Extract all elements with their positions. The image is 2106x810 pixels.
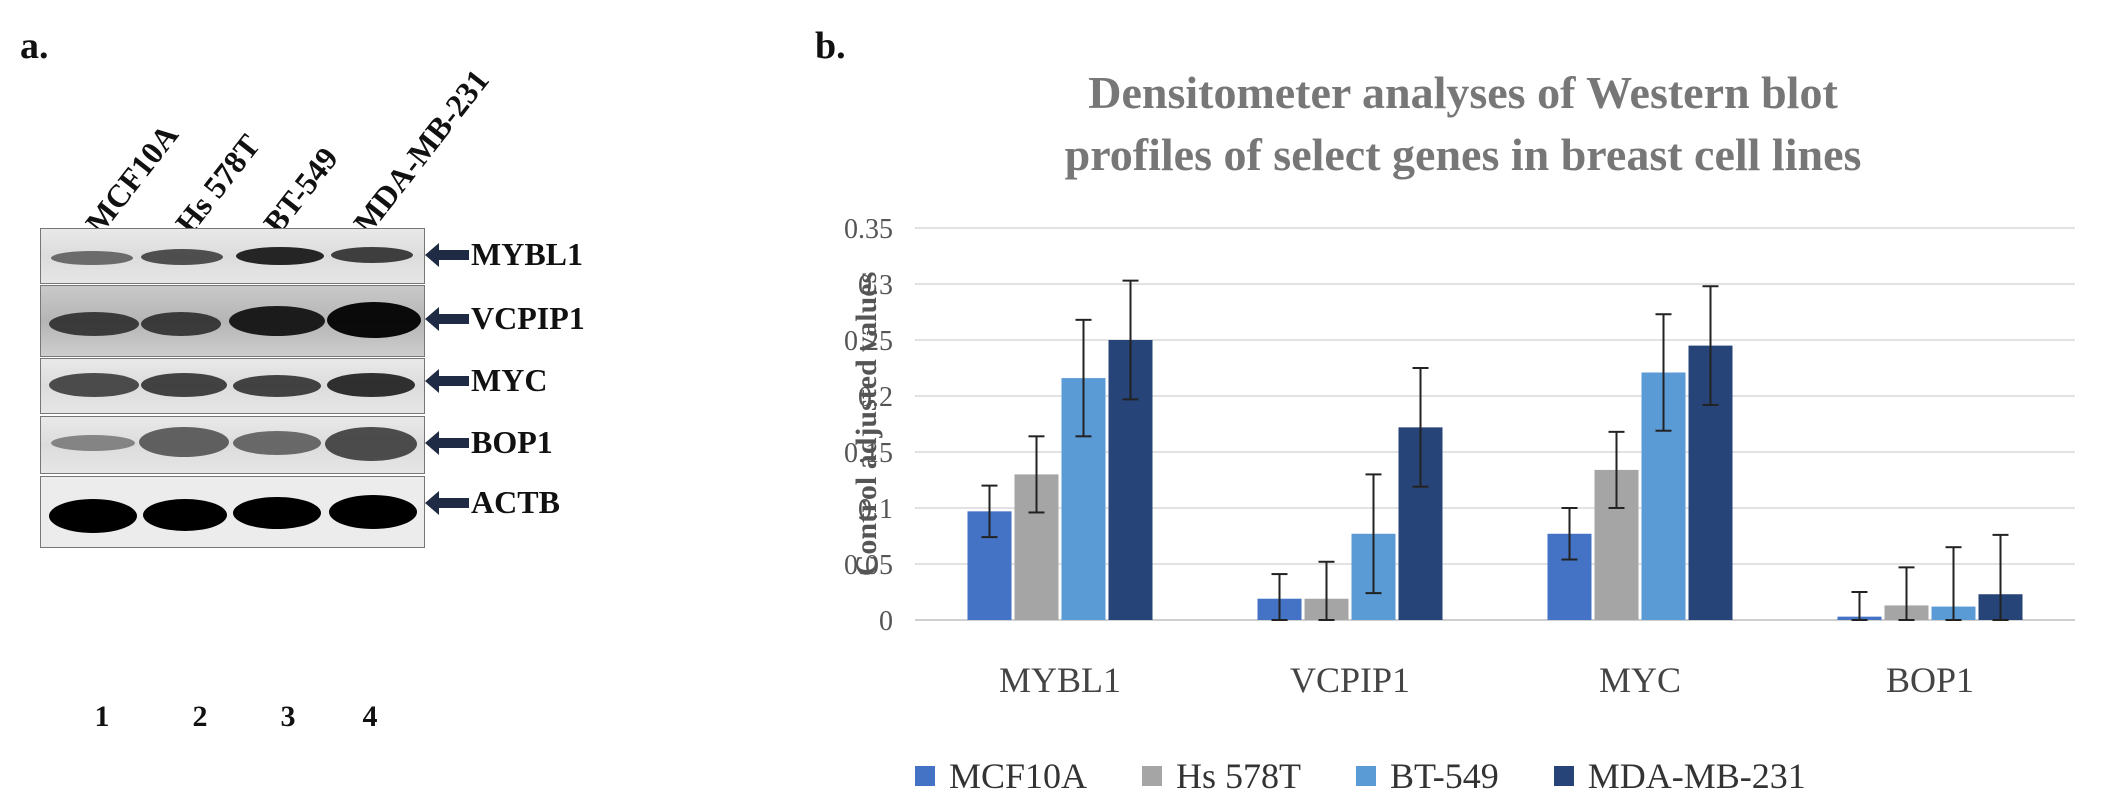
left-arrow-icon	[425, 368, 469, 393]
gene-label-actb: ACTB	[471, 484, 560, 520]
gene-row-actb: ACTB	[425, 484, 560, 521]
band	[233, 375, 321, 397]
gene-row-myc: MYC	[425, 362, 547, 399]
legend-item: MCF10A	[915, 755, 1087, 797]
legend-label: MDA-MB-231	[1587, 756, 1806, 796]
chart-title-line-1: Densitometer analyses of Western blot	[1088, 67, 1838, 118]
x-category-label: MYC	[1599, 660, 1681, 700]
panel-label-b: b.	[815, 25, 846, 67]
y-tick-label: 0.2	[858, 382, 893, 413]
left-arrow-icon	[425, 490, 469, 515]
band	[327, 302, 421, 338]
chart-legend: MCF10A Hs 578T BT-549 MDA-MB-231	[915, 755, 1806, 797]
blot-strip-myc	[40, 358, 425, 414]
blot-strip-actb	[40, 476, 425, 548]
band	[233, 431, 321, 455]
panel-label-a: a.	[20, 25, 49, 67]
band	[325, 427, 417, 461]
legend-label: Hs 578T	[1176, 756, 1302, 796]
band	[141, 373, 227, 397]
band	[329, 495, 417, 529]
blot-strip-bop1	[40, 416, 425, 474]
legend-swatch	[1553, 766, 1574, 786]
band	[327, 373, 415, 397]
left-arrow-icon	[425, 430, 469, 455]
y-tick-label: 0.1	[858, 494, 893, 525]
legend-item: Hs 578T	[1142, 755, 1301, 797]
gene-row-vcpip1: VCPIP1	[425, 300, 585, 337]
legend-label: BT-549	[1390, 756, 1499, 796]
lane-label-bt549: BT-549	[256, 140, 345, 241]
band	[49, 312, 139, 336]
legend-item: MDA-MB-231	[1553, 755, 1806, 797]
chart-title: Densitometer analyses of Western blot pr…	[820, 62, 2106, 186]
lane-label-mcf10a: MCF10A	[78, 117, 186, 241]
band	[331, 247, 413, 263]
lane-number-3: 3	[280, 700, 296, 733]
lane-number-4: 4	[362, 700, 378, 733]
legend-swatch	[915, 766, 935, 786]
blot-strip-mybl1	[40, 228, 425, 284]
x-category-label: MYBL1	[999, 660, 1121, 700]
gene-row-mybl1: MYBL1	[425, 236, 583, 273]
gene-label-mybl1: MYBL1	[471, 236, 583, 272]
y-tick-label: 0.35	[844, 214, 893, 245]
gene-label-bop1: BOP1	[471, 424, 553, 460]
legend-swatch	[1142, 766, 1163, 786]
y-tick-label: 0.3	[858, 270, 893, 301]
bar-chart: 0 0.05 0.1 0.15 0.2 0.25 0.3 0.35 Control adjust…	[844, 214, 2075, 700]
band	[141, 249, 223, 265]
western-blot-panel: MCF10A Hs 578T BT-549 MDA-MB-231	[0, 0, 640, 810]
bar-chart-panel: Densitometer analyses of Western blot pr…	[820, 0, 2106, 810]
y-tick-label: 0.05	[844, 550, 893, 581]
lane-label-hs578t: Hs 578T	[168, 127, 267, 241]
band	[51, 435, 135, 451]
band	[49, 373, 139, 397]
y-tick-label: 0	[879, 606, 893, 637]
chart-title-line-2: profiles of select genes in breast cell …	[1064, 129, 1862, 180]
y-tick-label: 0.15	[844, 438, 893, 469]
legend-swatch	[1356, 766, 1377, 786]
gene-label-vcpip1: VCPIP1	[471, 300, 585, 336]
lane-number-1: 1	[94, 700, 110, 733]
gene-row-bop1: BOP1	[425, 424, 553, 461]
band	[236, 247, 324, 265]
band	[51, 251, 133, 265]
band	[141, 312, 221, 336]
lane-number-2: 2	[192, 700, 208, 733]
lane-label-mdamb231: MDA-MB-231	[346, 62, 496, 241]
legend-item: BT-549	[1356, 755, 1499, 797]
blot-strip-vcpip1	[40, 285, 425, 357]
x-category-label: VCPIP1	[1290, 660, 1410, 700]
band	[139, 427, 229, 457]
legend-label: MCF10A	[949, 756, 1088, 796]
band	[233, 497, 321, 529]
band	[143, 499, 227, 531]
y-tick-label: 0.25	[844, 326, 893, 357]
left-arrow-icon	[425, 306, 469, 331]
left-arrow-icon	[425, 242, 469, 267]
x-category-label: BOP1	[1886, 660, 1974, 700]
gene-label-myc: MYC	[471, 362, 548, 398]
y-axis-label: Control adjusted values	[850, 272, 883, 576]
band	[49, 499, 137, 533]
band	[229, 306, 325, 336]
